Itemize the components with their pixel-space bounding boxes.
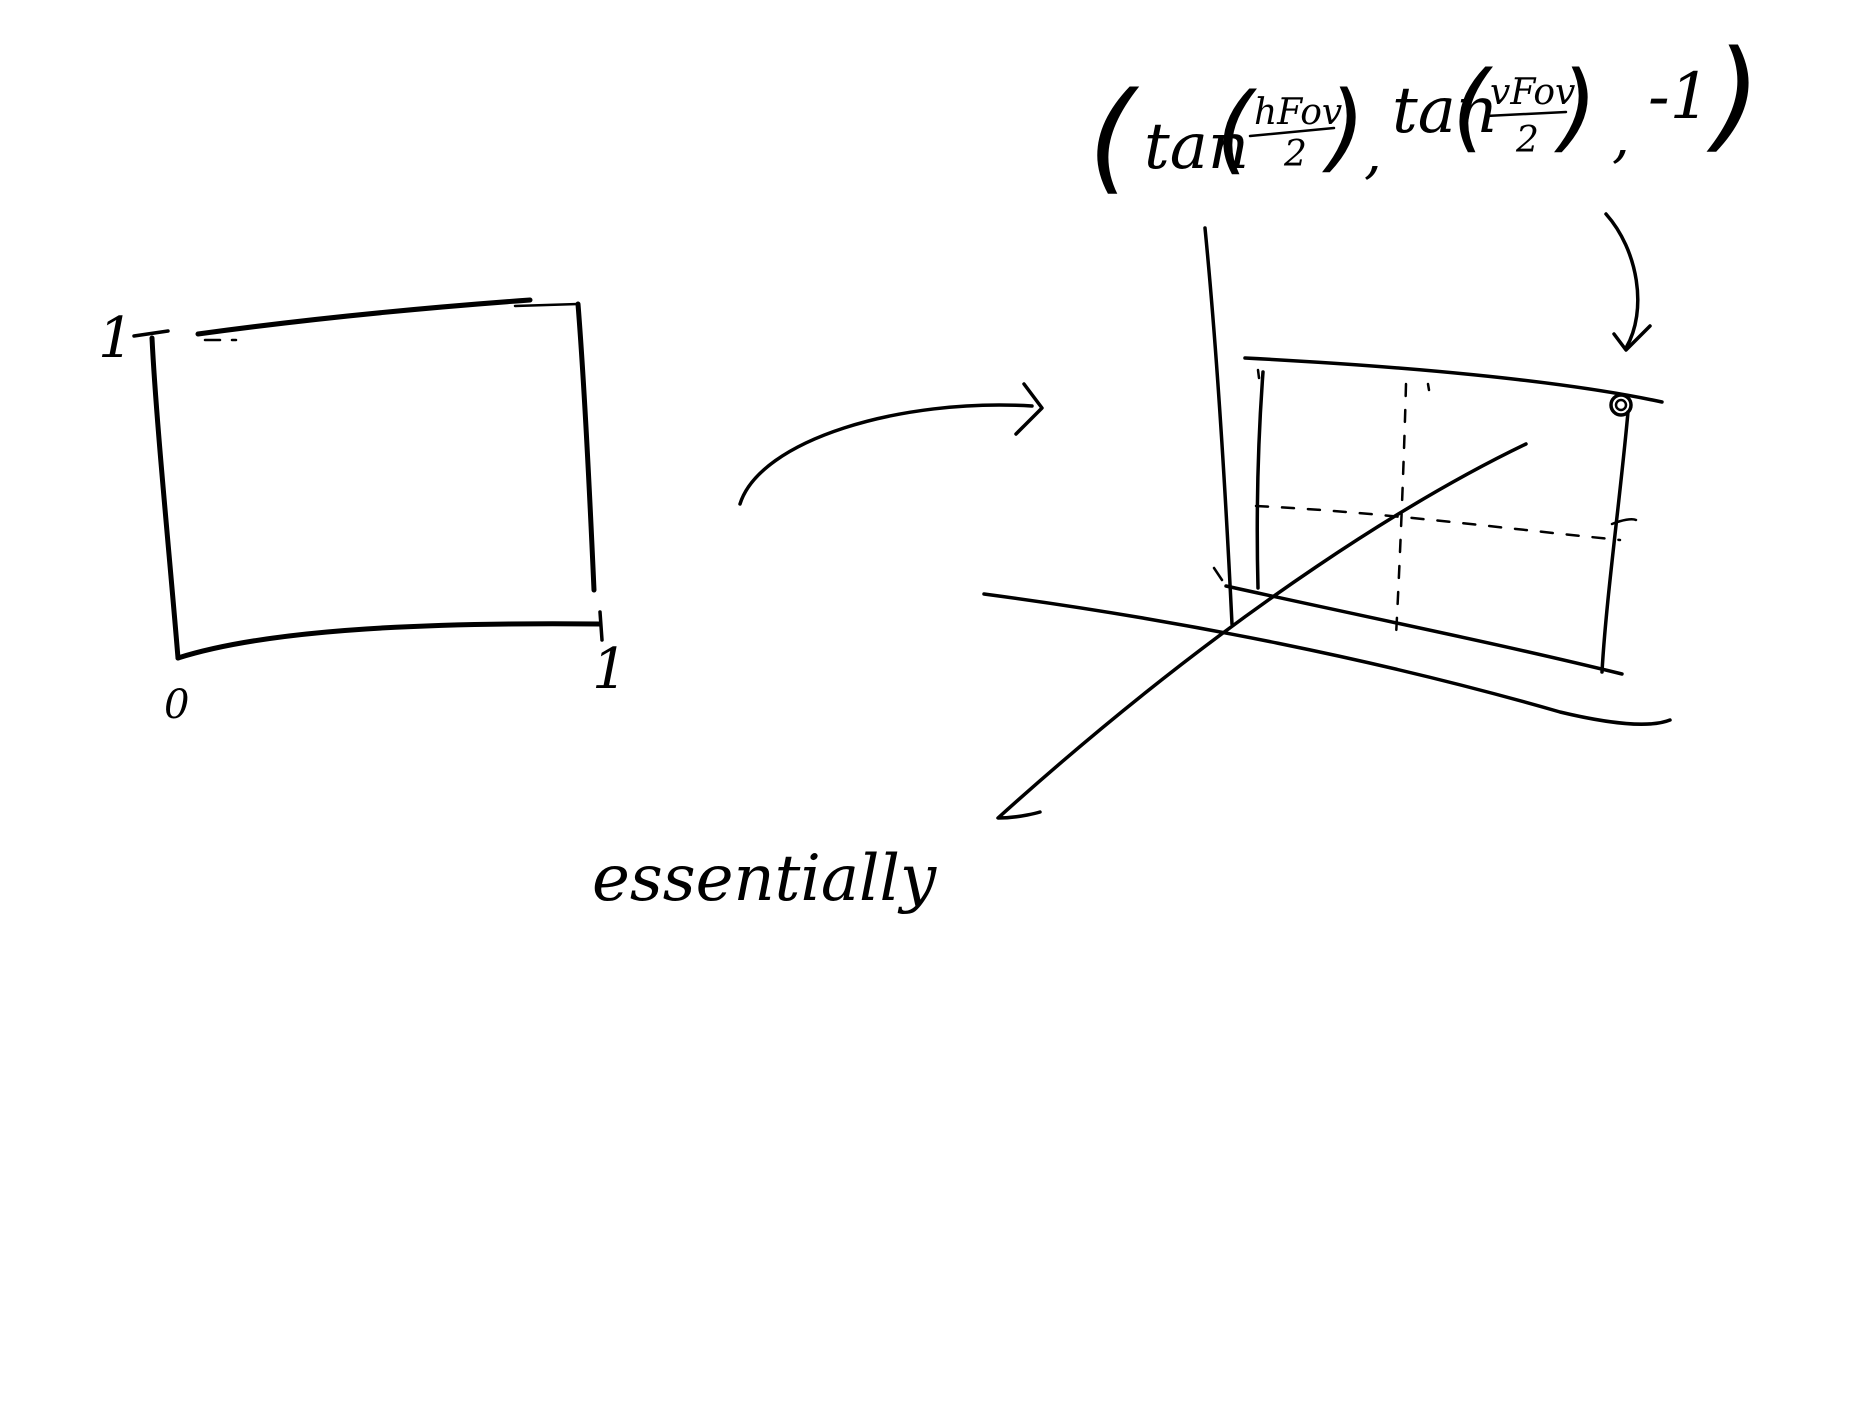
axis-horizontal (982, 592, 1672, 726)
corner-point-marker-inner (1614, 398, 1628, 412)
unit-square-y-tick (132, 329, 170, 338)
coord-close-paren: ) (1706, 26, 1761, 165)
coord-y-inner-close: ) (1554, 51, 1597, 163)
pointer-arrow-head (1612, 324, 1652, 352)
unit-square-label-origin: 0 (164, 682, 189, 728)
mapping-arrow-shaft (738, 403, 1034, 506)
corner-coordinate-expression: ( tan ( hFov 2 ) , tan ( vFov 2 ) , -1 ) (1088, 26, 1761, 207)
mapping-arrow-head (1014, 382, 1044, 436)
unit-square-bottom-edge (175, 621, 603, 661)
coord-z-value: -1 (1648, 60, 1710, 134)
coord-x-inner-close: ) (1322, 71, 1365, 183)
image-plane-top-edge (1243, 356, 1664, 404)
unit-square-right-edge (575, 301, 597, 593)
image-plane-left-tick (1212, 566, 1224, 582)
image-plane-center-horizontal (1254, 504, 1622, 542)
image-plane-top-dots (1256, 368, 1431, 392)
pointer-arrow-shaft (1604, 212, 1640, 350)
coord-sep-2: , (1612, 105, 1630, 170)
coord-x-inner-open: ( (1216, 73, 1257, 185)
coord-y-fraction-bar (1484, 110, 1568, 118)
unit-square-label-y-max: 1 (98, 306, 134, 371)
coord-y-denominator: 2 (1515, 120, 1539, 161)
image-plane-right-mid-tick (1610, 517, 1638, 526)
axis-depth (996, 442, 1528, 820)
coord-x-fraction-bar (1248, 126, 1336, 138)
frustum-sketch (982, 212, 1672, 820)
image-plane-bottom-edge (1224, 584, 1624, 676)
unit-square-top-edge (195, 297, 533, 337)
image-plane-right-edge (1600, 410, 1630, 674)
mapping-arrow (738, 382, 1044, 506)
coord-open-paren: ( (1088, 68, 1140, 207)
coord-y-func: tan (1392, 74, 1497, 148)
coord-x-func: tan (1144, 110, 1249, 184)
unit-square-x-tick (598, 610, 604, 642)
unit-square-top-right-overlap (513, 302, 580, 308)
coord-x-numerator: hFov (1254, 92, 1342, 133)
unit-square: 1 0 1 (98, 297, 628, 728)
coord-y-numerator: vFov (1490, 72, 1575, 113)
corner-point-marker (1609, 393, 1633, 417)
axis-vertical (1203, 226, 1234, 626)
unit-square-label-x-max: 1 (592, 637, 628, 702)
image-plane-center-vertical (1394, 382, 1408, 638)
coord-sep-1: , (1364, 121, 1382, 186)
coord-y-inner-open: ( (1452, 51, 1493, 163)
coord-x-denominator: 2 (1283, 134, 1307, 175)
image-plane-left-edge (1255, 370, 1265, 590)
annotation-word: essentially (592, 842, 937, 916)
unit-square-left-edge (149, 335, 181, 661)
